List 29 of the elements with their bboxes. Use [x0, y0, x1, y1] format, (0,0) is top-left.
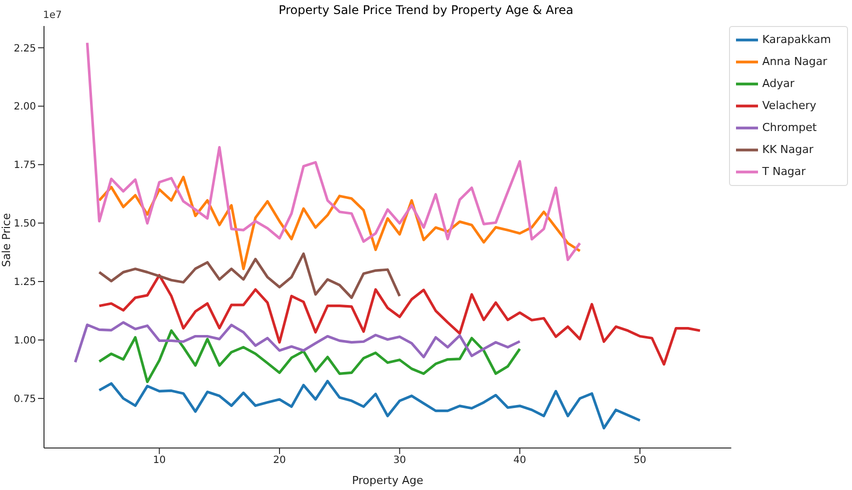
line-series — [86, 42, 582, 262]
legend-label: T Nagar — [762, 165, 806, 178]
chart-title: Property Sale Price Trend by Property Age & Area — [278, 3, 574, 17]
y-tick-label: 2.00 — [14, 102, 36, 113]
line-series — [98, 329, 522, 384]
y-tick-label: 1.25 — [14, 277, 36, 288]
x-tick-label: 20 — [273, 455, 286, 466]
x-tick-label: 10 — [152, 455, 166, 466]
line-series — [98, 252, 401, 299]
line-series — [74, 321, 522, 364]
y-axis-title: Sale Price — [0, 212, 13, 267]
y-tick-label: 1.00 — [14, 336, 36, 347]
legend-label: Anna Nagar — [762, 55, 828, 68]
line-series — [98, 380, 642, 430]
y-tick-label: 1.75 — [14, 160, 36, 172]
x-tick-label: 30 — [393, 455, 406, 466]
line-series — [98, 274, 702, 366]
x-axis-title: Property Age — [352, 474, 424, 487]
legend-label: Velachery — [762, 99, 816, 112]
y-tick-label: 2.25 — [14, 43, 36, 54]
legend-label: Karapakkam — [762, 33, 831, 46]
legend-label: KK Nagar — [762, 143, 814, 156]
y-tick-label: 1.50 — [14, 218, 36, 230]
x-tick-label: 50 — [634, 455, 646, 466]
legend-label: Chrompet — [762, 121, 817, 134]
legend-label: Adyar — [762, 77, 794, 90]
y-tick-label: 0.75 — [14, 394, 36, 405]
text: 1e7 — [43, 10, 62, 21]
x-tick-label: 40 — [513, 455, 526, 466]
